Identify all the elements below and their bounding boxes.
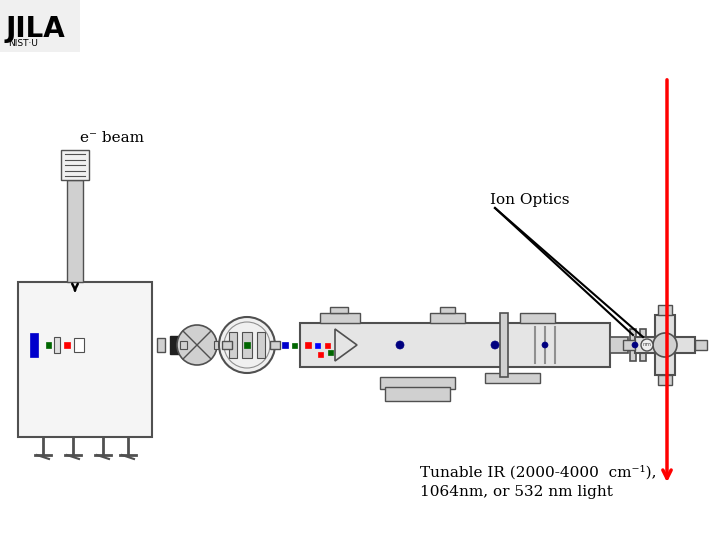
Bar — [520, 313, 555, 323]
Bar — [46, 342, 51, 348]
Text: Experimental Set-Up: Experimental Set-Up — [242, 15, 478, 37]
Text: NIST·U: NIST·U — [8, 39, 38, 48]
Circle shape — [653, 333, 677, 357]
Bar — [54, 337, 60, 353]
Circle shape — [396, 341, 404, 349]
Bar — [0, 0, 80, 52]
Bar — [440, 307, 455, 313]
Bar — [300, 323, 610, 367]
Text: nm: nm — [642, 342, 652, 348]
Bar — [170, 336, 180, 354]
Bar — [500, 313, 508, 377]
Bar — [385, 387, 450, 401]
Bar — [157, 338, 165, 352]
Bar — [658, 375, 672, 385]
Circle shape — [177, 325, 217, 365]
Bar — [180, 341, 187, 349]
Bar — [222, 341, 232, 349]
Bar — [430, 313, 465, 323]
Circle shape — [219, 317, 275, 373]
Text: JILA: JILA — [5, 15, 65, 43]
Text: Tunable IR (2000-4000  cm⁻¹),
1064nm, or 532 nm light: Tunable IR (2000-4000 cm⁻¹), 1064nm, or … — [420, 465, 657, 499]
Bar — [610, 337, 628, 353]
Circle shape — [632, 342, 638, 348]
Bar — [30, 333, 38, 357]
Bar — [328, 350, 333, 355]
Bar — [292, 343, 297, 348]
Bar — [244, 342, 250, 348]
Bar — [330, 307, 348, 313]
Bar — [270, 341, 280, 349]
Bar — [64, 342, 70, 348]
Bar — [214, 341, 221, 349]
Text: Ion Optics: Ion Optics — [490, 193, 570, 207]
Text: e⁻ beam: e⁻ beam — [80, 131, 144, 145]
Circle shape — [641, 339, 653, 351]
Bar — [67, 180, 83, 282]
Bar — [640, 329, 646, 361]
Bar — [315, 343, 320, 348]
Bar — [229, 332, 237, 358]
Bar — [18, 282, 152, 437]
Bar — [325, 343, 330, 348]
Bar — [695, 340, 707, 350]
Bar — [282, 342, 288, 348]
Bar — [658, 305, 672, 315]
Bar — [380, 377, 455, 389]
Bar — [318, 352, 323, 357]
Bar — [61, 150, 89, 180]
Bar — [242, 332, 252, 358]
Bar — [635, 337, 695, 353]
Bar — [305, 342, 311, 348]
Bar — [655, 315, 675, 375]
Bar — [623, 340, 635, 350]
Bar — [257, 332, 265, 358]
Bar — [630, 329, 636, 361]
Bar — [320, 313, 360, 323]
Bar — [485, 373, 540, 383]
Circle shape — [542, 342, 548, 348]
Bar — [74, 338, 84, 352]
Circle shape — [491, 341, 499, 349]
